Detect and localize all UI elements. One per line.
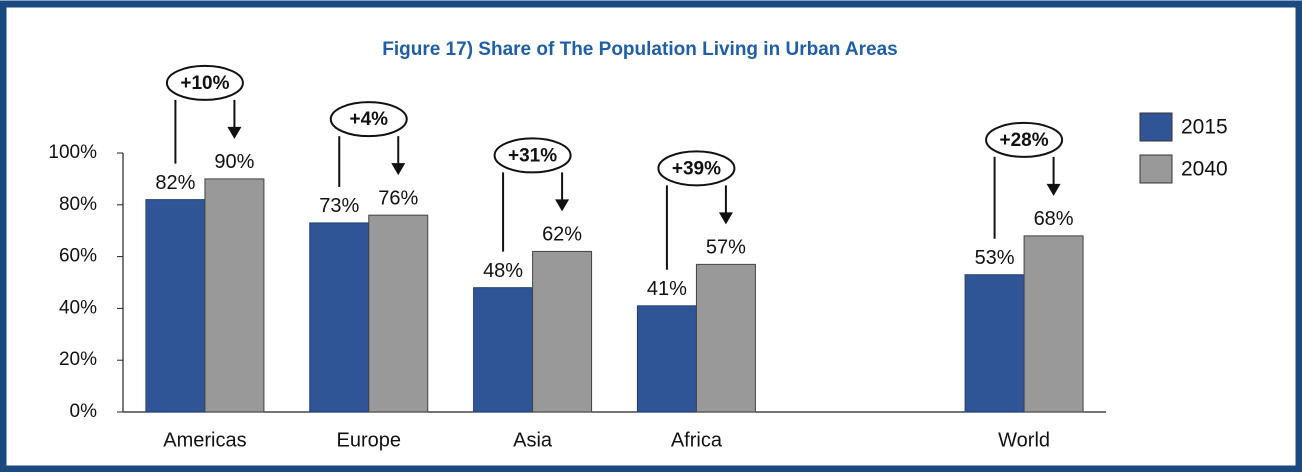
value-label: 90% — [214, 151, 254, 173]
legend-label: 2040 — [1181, 158, 1228, 181]
arrow-head — [718, 212, 733, 225]
x-tick-label: World — [998, 429, 1050, 451]
annotation-ellipse — [329, 101, 408, 138]
x-tick-label: Americas — [163, 429, 246, 451]
bar — [964, 274, 1025, 413]
bar — [204, 178, 265, 413]
annotation: +39% — [672, 158, 721, 179]
legend-swatch — [1139, 154, 1173, 184]
bar — [473, 287, 534, 413]
arrow-head — [227, 126, 242, 139]
bar — [695, 263, 756, 413]
annotation-ellipse — [165, 64, 244, 101]
bar — [636, 305, 697, 413]
value-label: 73% — [319, 195, 359, 217]
annotation: +4% — [349, 109, 388, 130]
arrow-head — [391, 163, 406, 176]
annotation-ellipse — [657, 150, 736, 187]
y-tick-label: 100% — [48, 142, 97, 163]
value-label: 68% — [1034, 208, 1074, 230]
y-tick-label: 20% — [59, 349, 97, 370]
value-label: 76% — [378, 187, 418, 209]
value-label: 41% — [647, 278, 687, 300]
value-label: 62% — [542, 224, 582, 246]
bar — [532, 250, 593, 413]
y-tick-label: 80% — [59, 194, 97, 215]
annotation: +31% — [508, 145, 557, 166]
y-tick-label: 40% — [59, 297, 97, 318]
value-label: 57% — [706, 237, 746, 259]
x-tick-label: Europe — [337, 429, 402, 451]
annotation-ellipse — [985, 121, 1064, 158]
y-tick-label: 0% — [70, 401, 98, 422]
legend-label: 2015 — [1181, 116, 1228, 139]
annotation: +10% — [180, 73, 229, 94]
annotation-ellipse — [493, 137, 572, 174]
bar — [368, 214, 429, 413]
x-tick-label: Asia — [513, 429, 553, 451]
value-label: 53% — [975, 247, 1015, 269]
bar — [1023, 235, 1084, 413]
y-tick-label: 60% — [59, 246, 97, 267]
annotation: +28% — [1000, 130, 1049, 151]
arrow-head — [1046, 183, 1061, 196]
bar — [145, 199, 206, 413]
x-tick-label: Africa — [671, 429, 723, 451]
chart-title: Figure 17) Share of The Population Livin… — [382, 39, 898, 60]
bar — [309, 222, 370, 413]
arrow-head — [555, 199, 570, 212]
legend-swatch — [1139, 112, 1173, 142]
value-label: 48% — [483, 260, 523, 282]
value-label: 82% — [155, 172, 195, 194]
